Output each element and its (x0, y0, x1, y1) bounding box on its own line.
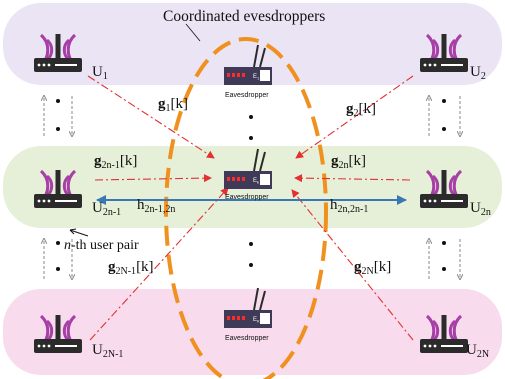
eavesdropper-label-top: Eavesdropper (225, 92, 269, 99)
channel-g1-line (87, 75, 215, 159)
eavesdropper-label-mid: Eavesdropper (225, 194, 269, 201)
channel-label-g2n: g2n[k] (331, 153, 366, 171)
channel-g2n-1-line (94, 174, 212, 183)
eve-tag-top: E1 (253, 74, 260, 81)
top-user-pair-band (3, 3, 502, 85)
channel-label-g2N-1: g2N-1[k] (108, 259, 154, 277)
user-label-u2n: U2n (470, 200, 491, 218)
user-label-u1: U1 (92, 64, 108, 82)
user-label-u2n-1: U2n-1 (92, 200, 121, 218)
user-label-u2N-1: U2N-1 (92, 342, 123, 360)
channel-label-g1: g1[k] (158, 96, 188, 114)
channel-g2N-line (291, 189, 414, 341)
ellipsis-dots (56, 99, 446, 271)
link-label-h-right: h2n,2n-1 (330, 197, 368, 215)
vertical-dashed-links (44, 96, 460, 279)
channel-g2-line (295, 75, 414, 159)
user-label-u2: U2 (470, 64, 486, 82)
channel-g2n-line (294, 174, 411, 183)
diagram-title: Coordinated evesdroppers (163, 8, 325, 25)
channel-label-g2N: g2N[k] (354, 259, 391, 277)
link-label-h-left: h2n-1,2n (137, 197, 175, 215)
nth-user-pair-label: n-th user pair (64, 238, 139, 253)
coordinated-eavesdroppers-ellipse (164, 37, 328, 379)
eavesdropping-channels (87, 75, 414, 341)
title-pointer (185, 23, 201, 42)
pair-label-arrowhead (69, 228, 77, 235)
eavesdropper-label-bot: Eavesdropper (225, 335, 269, 342)
eve-tag-mid: Ek (253, 178, 259, 185)
pair-label-pointer (69, 229, 89, 237)
channel-label-g2n-1: g2n-1[k] (94, 153, 137, 171)
channel-g2N-1-line (89, 187, 229, 341)
channel-label-g2: g2[k] (346, 101, 376, 119)
eve-tag-bot: EK (253, 317, 260, 324)
user-label-u2N: U2N (466, 342, 489, 360)
last-user-pair-band (3, 289, 502, 375)
